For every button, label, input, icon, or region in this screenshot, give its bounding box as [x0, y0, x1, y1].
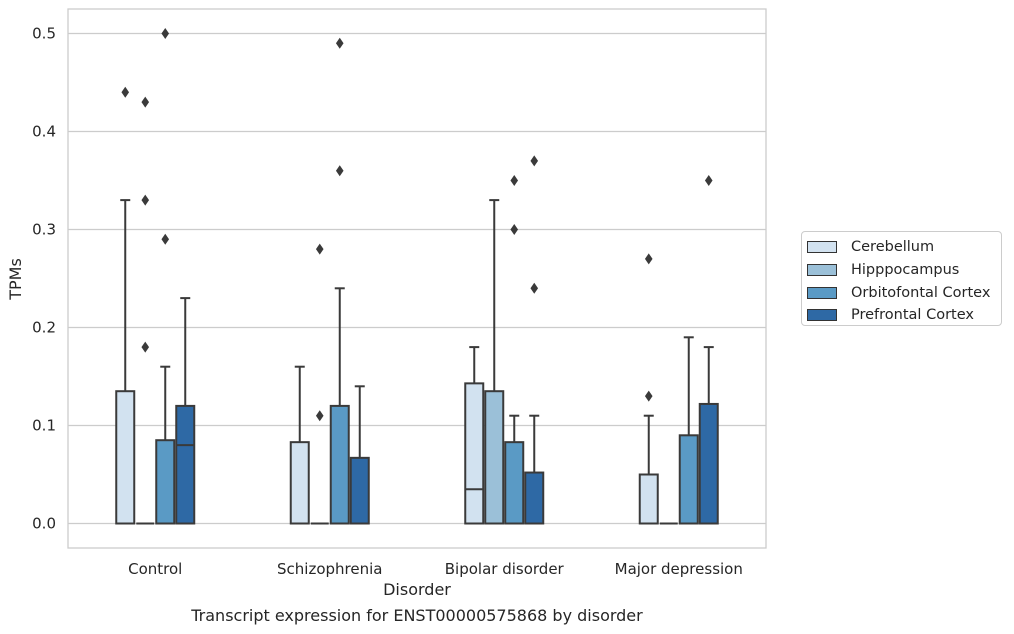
legend-item: Hipppocampus	[807, 259, 1001, 282]
outlier-point	[644, 253, 653, 265]
legend-swatch-hippocampus	[807, 264, 837, 277]
outlier-point	[644, 390, 653, 402]
y-tick-label: 0.1	[32, 417, 56, 435]
y-tick-label: 0.4	[32, 123, 56, 141]
box	[638, 473, 659, 525]
x-tick-labels: Control Schizophrenia Bipolar disorder Majo…	[128, 560, 743, 578]
y-tick-label: 0.0	[32, 515, 56, 533]
legend-swatch-cerebellum	[807, 241, 837, 254]
outlier-point	[704, 175, 713, 186]
outlier-point	[121, 86, 130, 98]
y-tick-label: 0.2	[32, 319, 56, 337]
legend-swatch-orbitofrontal	[807, 286, 837, 299]
x-axis-label: Disorder	[383, 580, 451, 599]
outlier-point	[335, 37, 344, 49]
plot-frame	[67, 8, 767, 549]
box	[504, 441, 525, 525]
box	[464, 382, 485, 525]
box	[175, 404, 196, 525]
legend: Cerebellum Hipppocampus Orbitofontal Cor…	[801, 231, 1002, 326]
outlier-point	[141, 341, 150, 353]
box	[484, 390, 505, 525]
y-tick-label: 0.5	[32, 25, 56, 43]
box	[524, 471, 545, 525]
outlier-point	[315, 410, 324, 422]
legend-label: Prefrontal Cortex	[851, 307, 974, 324]
legend-swatch-prefrontal	[807, 309, 837, 322]
box	[329, 404, 350, 525]
legend-label: Cerebellum	[851, 239, 935, 256]
x-tick-label: Major depression	[615, 560, 743, 578]
y-tick-labels: 0.0 0.1 0.2 0.3 0.4 0.5	[32, 25, 56, 533]
box	[115, 390, 136, 525]
outlier-point	[161, 233, 170, 245]
box	[678, 434, 699, 525]
outlier-point	[161, 28, 170, 39]
outlier-point	[530, 282, 539, 294]
legend-item: Prefrontal Cortex	[807, 304, 1001, 327]
outlier-point	[510, 224, 519, 235]
box	[155, 439, 176, 525]
box	[289, 441, 310, 525]
x-tick-label: Control	[128, 560, 182, 578]
outlier-point	[141, 96, 150, 108]
outlier-point	[141, 194, 150, 206]
outlier-point	[315, 243, 324, 255]
legend-label: Hipppocampus	[851, 262, 960, 279]
y-tick-label: 0.3	[32, 221, 56, 239]
x-tick-label: Schizophrenia	[277, 560, 382, 578]
box	[349, 456, 370, 525]
legend-label: Orbitofontal Cortex	[851, 284, 991, 301]
outlier-point	[510, 175, 519, 186]
outlier-point	[335, 165, 344, 177]
box	[698, 402, 719, 525]
legend-item: Orbitofontal Cortex	[807, 281, 1001, 304]
figure-caption: Transcript expression for ENST0000057586…	[191, 606, 643, 625]
x-tick-label: Bipolar disorder	[445, 560, 565, 578]
y-axis-label: TPMs	[6, 258, 25, 301]
legend-item: Cerebellum	[807, 236, 1001, 259]
boxes	[115, 28, 719, 525]
outlier-point	[530, 155, 539, 167]
